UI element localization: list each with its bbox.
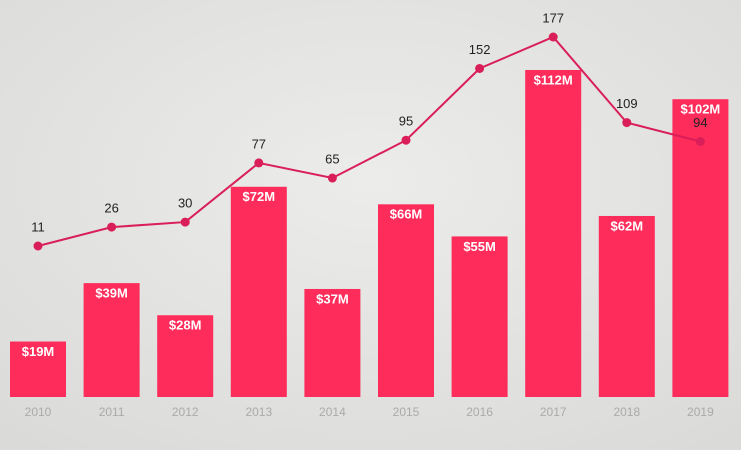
bar-label: $72M <box>243 189 276 204</box>
x-tick-label: 2015 <box>393 405 420 419</box>
bar-label: $55M <box>463 239 496 254</box>
bar-label: $37M <box>316 291 349 306</box>
x-tick-label: 2019 <box>687 405 714 419</box>
line-point <box>33 241 43 251</box>
x-tick-label: 2010 <box>25 405 52 419</box>
bar-label: $28M <box>169 318 202 333</box>
x-tick-label: 2012 <box>172 405 199 419</box>
line-point <box>180 217 190 227</box>
line-label: 95 <box>399 114 413 129</box>
bar <box>451 236 508 397</box>
bar <box>83 283 140 397</box>
bar <box>157 315 214 397</box>
bar <box>10 341 66 397</box>
bar <box>525 70 582 397</box>
line-point <box>622 118 632 128</box>
line-point <box>401 135 411 145</box>
bar <box>378 204 434 397</box>
line-point <box>327 173 337 183</box>
x-tick-label: 2016 <box>466 405 493 419</box>
line-point <box>254 158 264 168</box>
line <box>37 35 701 247</box>
line-point <box>695 137 705 146</box>
line-point <box>107 222 117 232</box>
line-label: 11 <box>31 219 45 234</box>
bar-label: $102M <box>681 102 721 117</box>
x-tick-label: 2017 <box>540 405 567 419</box>
line-label: 30 <box>178 196 192 211</box>
line-label: 77 <box>252 136 266 151</box>
line-point <box>548 32 558 42</box>
bar <box>598 215 655 397</box>
line-label: 177 <box>542 10 564 25</box>
x-tick-label: 2011 <box>99 405 125 419</box>
bar-label: $39M <box>95 286 128 301</box>
bar-label: $19M <box>22 344 55 359</box>
bar-label: $66M <box>390 207 423 222</box>
bar-label: $112M <box>534 72 573 87</box>
x-tick-label: 2014 <box>319 405 346 419</box>
bar <box>230 186 287 397</box>
x-tick-label: 2018 <box>613 405 640 419</box>
line-label: 65 <box>325 151 339 166</box>
bar <box>304 288 361 397</box>
line-label: 109 <box>616 96 638 111</box>
line-point <box>475 63 485 73</box>
bar <box>672 99 729 398</box>
line-label: 94 <box>693 115 707 130</box>
line-label: 152 <box>469 42 491 57</box>
x-tick-label: 2013 <box>245 405 272 419</box>
line-label: 26 <box>104 201 118 216</box>
bar-label: $62M <box>611 218 644 233</box>
